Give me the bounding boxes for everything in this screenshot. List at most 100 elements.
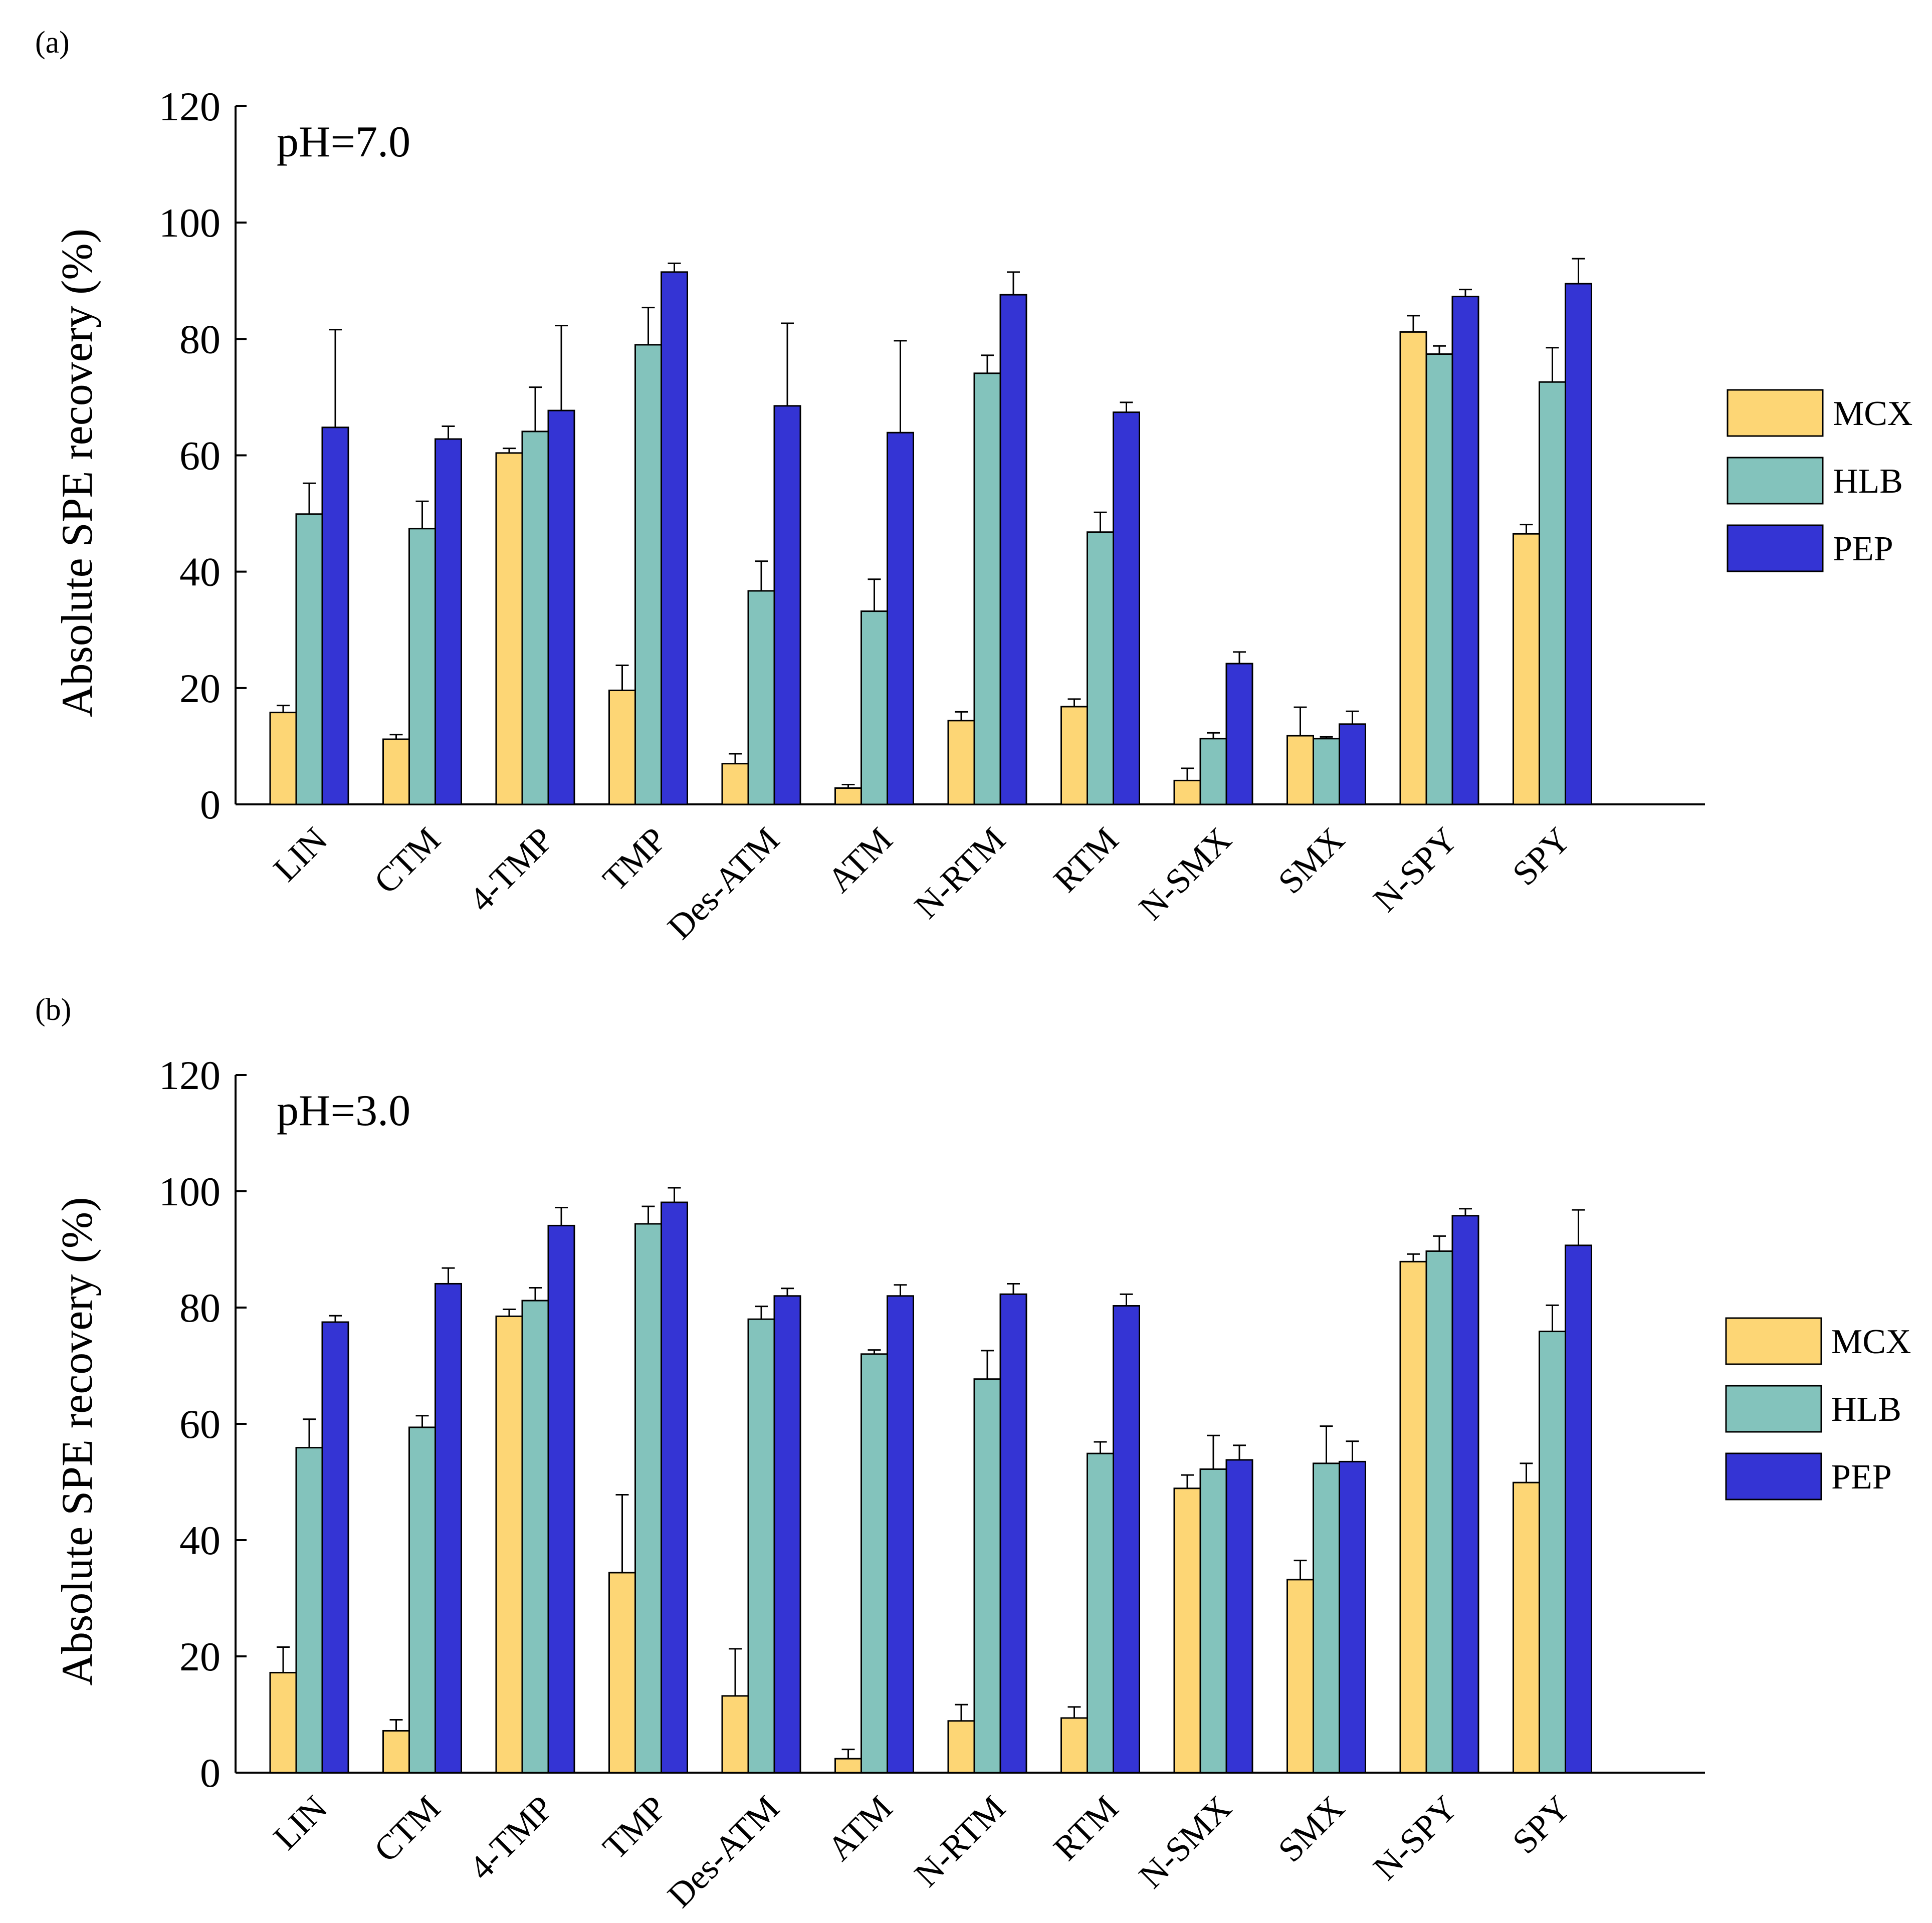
- bar-pep: [435, 438, 462, 805]
- x-tick-label: ATM: [820, 1789, 900, 1868]
- x-tick-label: CTM: [367, 820, 448, 902]
- bar-pep: [1451, 1215, 1479, 1774]
- bar-hlb: [634, 344, 662, 805]
- legend-swatch-pep: [1727, 524, 1824, 572]
- x-tick-label: TMP: [596, 820, 674, 899]
- bar-hlb: [408, 528, 436, 805]
- bar-mcx: [382, 738, 410, 805]
- bar-hlb: [295, 513, 323, 805]
- bar-hlb: [295, 1447, 323, 1774]
- bar-mcx: [721, 1695, 749, 1774]
- bar-hlb: [1199, 738, 1227, 805]
- bar-pep: [435, 1283, 462, 1774]
- bar-hlb: [634, 1223, 662, 1774]
- bar-hlb: [1313, 1462, 1340, 1774]
- bar-pep: [661, 1201, 688, 1774]
- bar-hlb: [747, 590, 775, 805]
- bar-mcx: [1513, 1481, 1540, 1774]
- x-tick-label: RTM: [1046, 820, 1126, 900]
- x-tick-label: RTM: [1046, 1789, 1126, 1868]
- bar-mcx: [1399, 1260, 1427, 1774]
- bar-mcx: [1173, 1487, 1201, 1774]
- bar-pep: [773, 405, 801, 805]
- bar-hlb: [1087, 531, 1114, 805]
- bar-hlb: [1539, 381, 1566, 805]
- bar-mcx: [608, 689, 636, 805]
- bar-mcx: [382, 1730, 410, 1774]
- legend-label-mcx: MCX: [1833, 394, 1912, 433]
- x-tick-label: LIN: [266, 1789, 335, 1857]
- bar-pep: [321, 426, 349, 805]
- y-tick-label: 60: [179, 1401, 221, 1447]
- panel-b-label: (b): [35, 993, 72, 1027]
- x-tick-label: 4-TMP: [462, 1789, 561, 1887]
- bar-pep: [887, 1295, 914, 1774]
- bar-mcx: [721, 763, 749, 805]
- bar-pep: [321, 1321, 349, 1774]
- bar-hlb: [747, 1318, 775, 1774]
- bar-mcx: [495, 1315, 523, 1774]
- bar-mcx: [269, 712, 297, 805]
- bar-mcx: [1513, 533, 1540, 805]
- bar-mcx: [947, 720, 975, 805]
- bar-hlb: [973, 372, 1001, 805]
- x-tick-label: LIN: [266, 820, 335, 889]
- x-tick-label: N-SPY: [1366, 1789, 1465, 1887]
- bar-pep: [1113, 1305, 1140, 1774]
- bar-pep: [547, 1224, 575, 1774]
- bar-pep: [1225, 1459, 1253, 1774]
- bar-hlb: [1539, 1331, 1566, 1774]
- bar-mcx: [1060, 1717, 1088, 1774]
- y-tick-label: 40: [179, 1518, 221, 1563]
- bar-pep: [1451, 296, 1479, 805]
- bar-pep: [1565, 283, 1592, 805]
- x-tick-label: SPY: [1506, 820, 1578, 893]
- x-tick-label: N-SPY: [1366, 820, 1465, 919]
- bar-mcx: [1399, 331, 1427, 805]
- bar-hlb: [861, 610, 888, 805]
- x-tick-label: N-SMX: [1132, 1789, 1239, 1896]
- x-tick-label: SPY: [1506, 1789, 1578, 1861]
- y-axis-title: Absolute SPE recovery (%): [53, 229, 102, 717]
- bar-pep: [773, 1295, 801, 1774]
- x-tick-label: 4-TMP: [462, 820, 561, 919]
- x-tick-label: TMP: [596, 1789, 674, 1867]
- bar-hlb: [1425, 353, 1453, 805]
- bar-hlb: [1313, 738, 1340, 805]
- bar-pep: [1225, 663, 1253, 805]
- y-tick-label: 20: [179, 666, 221, 711]
- bar-mcx: [834, 1758, 862, 1774]
- legend-swatch-pep: [1725, 1452, 1822, 1501]
- x-tick-label: SMX: [1271, 1789, 1352, 1870]
- y-tick-label: 100: [159, 1169, 221, 1214]
- legend-label-hlb: HLB: [1833, 462, 1903, 501]
- bar-mcx: [1060, 706, 1088, 805]
- x-tick-label: CTM: [367, 1789, 448, 1870]
- ph-annotation: pH=7.0: [277, 118, 410, 166]
- y-axis-title: Absolute SPE recovery (%): [53, 1197, 102, 1685]
- bar-hlb: [408, 1426, 436, 1774]
- legend-label-hlb: HLB: [1831, 1390, 1901, 1429]
- bar-mcx: [947, 1720, 975, 1774]
- x-tick-label: N-RTM: [907, 820, 1013, 926]
- y-tick-label: 0: [200, 1750, 221, 1796]
- x-tick-label: Des-ATM: [661, 1789, 787, 1915]
- bar-mcx: [608, 1572, 636, 1774]
- legend-label-mcx: MCX: [1831, 1323, 1911, 1361]
- legend-swatch-mcx: [1727, 389, 1824, 437]
- legend-label-pep: PEP: [1831, 1458, 1892, 1497]
- x-tick-label: SMX: [1271, 820, 1352, 902]
- y-tick-label: 60: [179, 433, 221, 479]
- ph-annotation: pH=3.0: [277, 1087, 410, 1135]
- bar-hlb: [973, 1378, 1001, 1774]
- bar-hlb: [521, 1300, 549, 1774]
- bar-pep: [661, 271, 688, 805]
- bar-hlb: [1087, 1452, 1114, 1774]
- x-tick-label: N-SMX: [1132, 820, 1239, 928]
- bar-pep: [999, 1293, 1027, 1774]
- y-tick-label: 120: [159, 84, 221, 129]
- bar-hlb: [1425, 1250, 1453, 1774]
- y-tick-label: 40: [179, 549, 221, 595]
- bar-pep: [1339, 1460, 1366, 1774]
